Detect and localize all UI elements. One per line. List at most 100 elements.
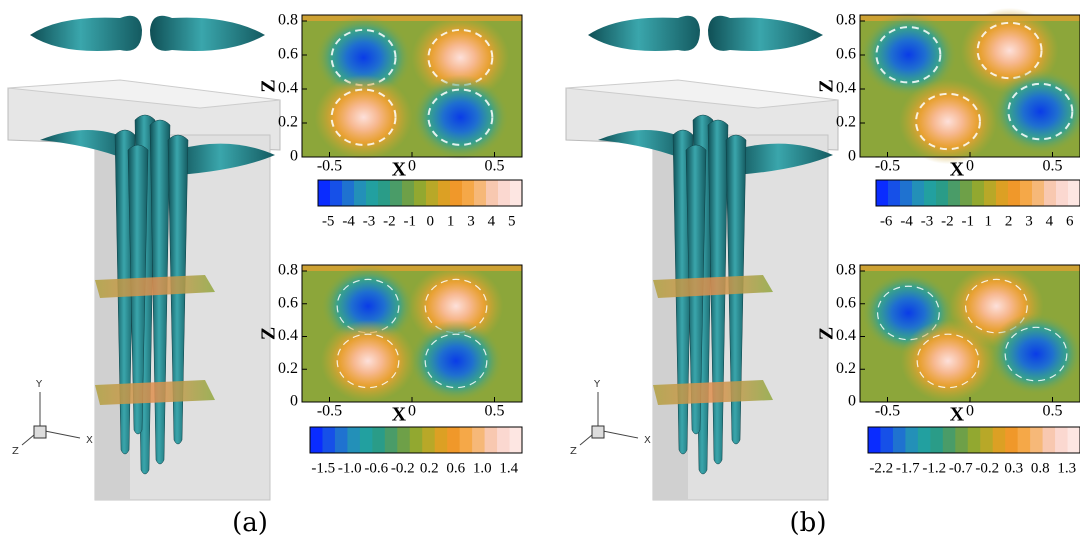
colorbar-swatch	[402, 180, 415, 206]
colorbar-swatch	[936, 180, 949, 206]
colorbar-label: -4	[342, 213, 355, 229]
figure: XYZ(a)-0.500.500.20.40.60.8XZ-5-4-3-2-10…	[0, 0, 1080, 551]
colorbar-label: 0.8	[1031, 460, 1050, 476]
colorbar-swatch	[912, 180, 925, 206]
x-tick-label: 0	[966, 158, 974, 175]
colorbar-label: 2	[1005, 213, 1013, 229]
colorbar-swatch	[1044, 180, 1057, 206]
x-tick-label: -0.5	[875, 403, 900, 420]
colorbar-swatch	[972, 180, 985, 206]
triad-label: X	[644, 435, 651, 446]
colorbar-swatch	[1008, 180, 1021, 206]
y-tick-label: 0.6	[836, 294, 856, 311]
colorbar-swatch	[422, 427, 435, 453]
colorbar-swatch	[876, 180, 889, 206]
panel-label: (b)	[790, 508, 827, 538]
colorbar-swatch	[1018, 427, 1031, 453]
panel: XYZ(a)-0.500.500.20.40.60.8XZ-5-4-3-2-10…	[8, 12, 523, 538]
colorbar-swatch	[943, 427, 956, 453]
colorbar-swatch	[1043, 427, 1056, 453]
colorbar-label: -5	[322, 213, 335, 229]
colorbar-swatch	[918, 427, 931, 453]
colorbar-swatch	[414, 180, 427, 206]
y-axis-label: Z	[816, 327, 838, 340]
colorbar-swatch	[510, 180, 523, 206]
x-tick-label: -0.5	[317, 158, 342, 175]
colorbar-swatch	[354, 180, 367, 206]
x-tick-label: 0	[408, 403, 416, 420]
vortex	[411, 75, 509, 160]
colorbar-swatch	[1056, 180, 1069, 206]
triad-cube	[34, 426, 46, 438]
colorbar-label: -2.2	[869, 460, 893, 476]
y-tick-label: 0.8	[836, 12, 856, 29]
colorbar-label: 5	[508, 213, 516, 229]
colorbar-swatch	[360, 427, 373, 453]
colorbar-swatch	[322, 427, 335, 453]
colorbar-swatch	[510, 427, 523, 453]
x-tick-label: -0.5	[317, 403, 342, 420]
colorbar-label: -1.7	[896, 460, 920, 476]
x-tick-label: 0.5	[485, 403, 505, 420]
colorbar-label: 4	[1046, 213, 1054, 229]
vortex	[899, 79, 997, 164]
colorbar-swatch	[996, 180, 1009, 206]
colorbar-swatch	[900, 180, 913, 206]
colorbar-label: 0.3	[1004, 460, 1023, 476]
colorbar-swatch	[330, 180, 343, 206]
colorbar-label: -1.0	[338, 460, 362, 476]
colorbar-label: 1.0	[473, 460, 492, 476]
contour-edge-band	[302, 265, 522, 271]
colorbar-swatch	[447, 427, 460, 453]
triad-label: Z	[570, 446, 577, 457]
colorbar-swatch	[1068, 180, 1080, 206]
colorbar-label: 6	[1066, 213, 1074, 229]
colorbar-label: 1	[984, 213, 992, 229]
vortex	[315, 75, 413, 160]
x-tick-label: 0.5	[485, 158, 505, 175]
colorbar-swatch	[426, 180, 439, 206]
x-axis-label: X	[392, 159, 407, 181]
y-tick-label: 0	[290, 148, 298, 165]
colorbar-label: -0.6	[364, 460, 388, 476]
colorbar-label: -6	[880, 213, 893, 229]
panel-label: (a)	[232, 508, 268, 538]
colorbar-label: -2	[383, 213, 396, 229]
triad-label: X	[86, 435, 93, 446]
y-tick-label: 0.8	[278, 12, 298, 29]
colorbar-swatch	[435, 427, 448, 453]
colorbar-swatch	[462, 180, 475, 206]
x-axis-label: X	[392, 404, 407, 426]
colorbar-swatch	[984, 180, 997, 206]
colorbar-swatch	[880, 427, 893, 453]
colorbar-label: -1	[962, 213, 975, 229]
y-tick-label: 0.2	[278, 360, 298, 377]
colorbar-label: -1.2	[922, 460, 946, 476]
y-tick-label: 0.2	[278, 114, 298, 131]
colorbar-swatch	[893, 427, 906, 453]
colorbar-swatch	[385, 427, 398, 453]
colorbar-swatch	[1032, 180, 1045, 206]
colorbar-swatch	[1068, 427, 1080, 453]
x-tick-label: -0.5	[875, 158, 900, 175]
colorbar-swatch	[378, 180, 391, 206]
iso-top-right	[708, 16, 823, 51]
colorbar-label: 0.2	[420, 460, 439, 476]
panel: XYZ(b)-0.500.500.20.40.60.8XZ-6-4-3-2-11…	[566, 8, 1080, 538]
y-tick-label: 0.8	[278, 262, 298, 279]
iso-top-right	[150, 16, 265, 51]
colorbar-swatch	[498, 180, 511, 206]
colorbar-swatch	[366, 180, 379, 206]
y-tick-label: 0.6	[278, 294, 298, 311]
y-tick-label: 0	[290, 393, 298, 410]
colorbar-swatch	[410, 427, 423, 453]
x-tick-label: 0.5	[1043, 403, 1063, 420]
colorbar-swatch	[888, 180, 901, 206]
x-axis-label: X	[950, 159, 965, 181]
colorbar-label: -3	[921, 213, 934, 229]
colorbar-swatch	[372, 427, 385, 453]
y-tick-label: 0.2	[836, 360, 856, 377]
x-tick-label: 0.5	[1043, 158, 1063, 175]
colorbar-swatch	[905, 427, 918, 453]
colorbar-swatch	[472, 427, 485, 453]
